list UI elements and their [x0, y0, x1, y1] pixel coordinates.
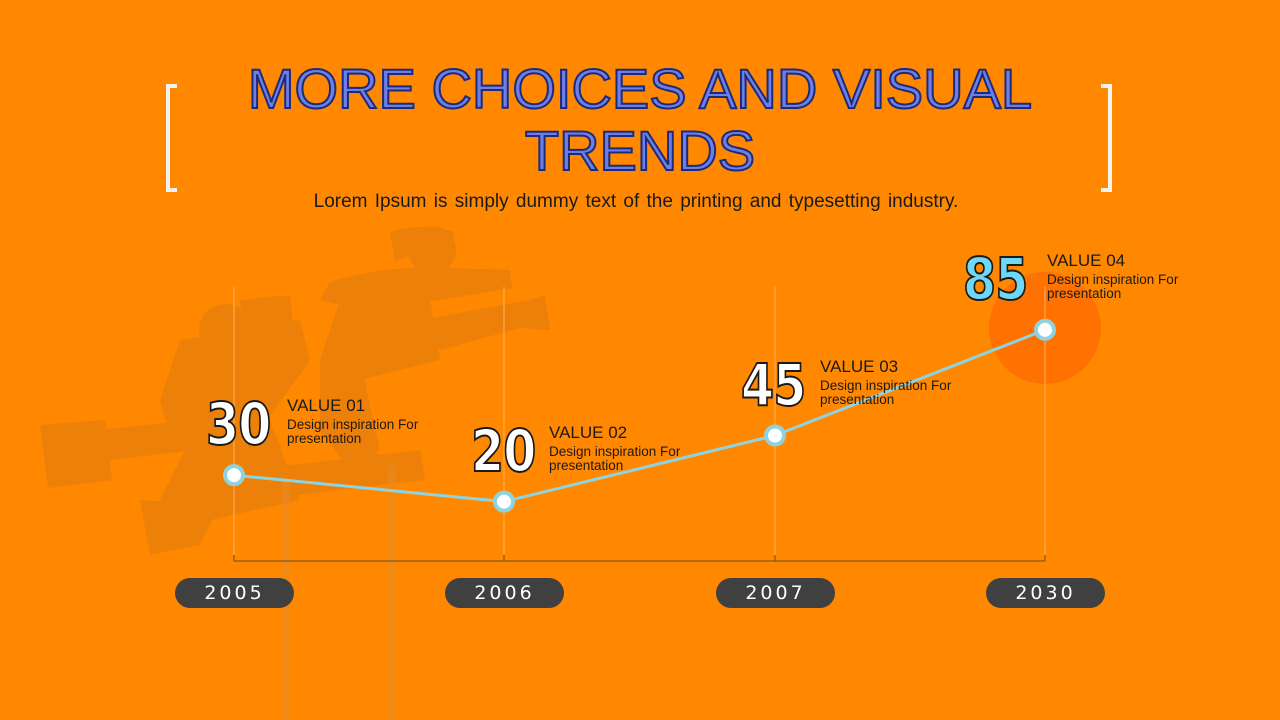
title-line-2: TRENDS — [524, 119, 756, 183]
x-tick-label-2005: 2005 — [175, 578, 294, 608]
data-point-2006 — [493, 490, 515, 513]
right-bracket — [1101, 84, 1112, 192]
slide-subtitle: Lorem Ipsum is simply dummy text of the … — [313, 191, 959, 212]
value-label-2: VALUE 02 — [549, 422, 628, 442]
data-point-2007 — [764, 424, 786, 447]
value-label-3: VALUE 03 — [820, 356, 899, 376]
value-label-1: VALUE 01 — [287, 396, 366, 416]
left-bracket — [166, 84, 177, 192]
data-point-2005 — [223, 464, 245, 487]
data-label-2005: 30 — [205, 390, 272, 459]
value-label-4: VALUE 04 — [1047, 250, 1126, 270]
data-label-2007: 45 — [740, 350, 807, 419]
slide-title: MORE CHOICES AND VISUAL TRENDS — [180, 57, 1100, 183]
x-tick-label-2030: 2030 — [986, 578, 1105, 608]
series-line — [233, 328, 1046, 504]
title-line-1: MORE CHOICES AND VISUAL — [247, 57, 1033, 121]
data-label-2030: 85 — [962, 244, 1029, 313]
data-label-2006: 20 — [470, 416, 537, 485]
value-description-2: Design inspiration For presentation — [549, 443, 681, 473]
x-tick-label-2007: 2007 — [716, 578, 835, 608]
x-tick-label-2006: 2006 — [445, 578, 564, 608]
value-description-1: Design inspiration For presentation — [287, 417, 419, 447]
value-description-4: Design inspiration For presentation — [1047, 271, 1179, 301]
data-point-2030 — [1034, 318, 1056, 341]
value-description-3: Design inspiration For presentation — [820, 377, 952, 407]
